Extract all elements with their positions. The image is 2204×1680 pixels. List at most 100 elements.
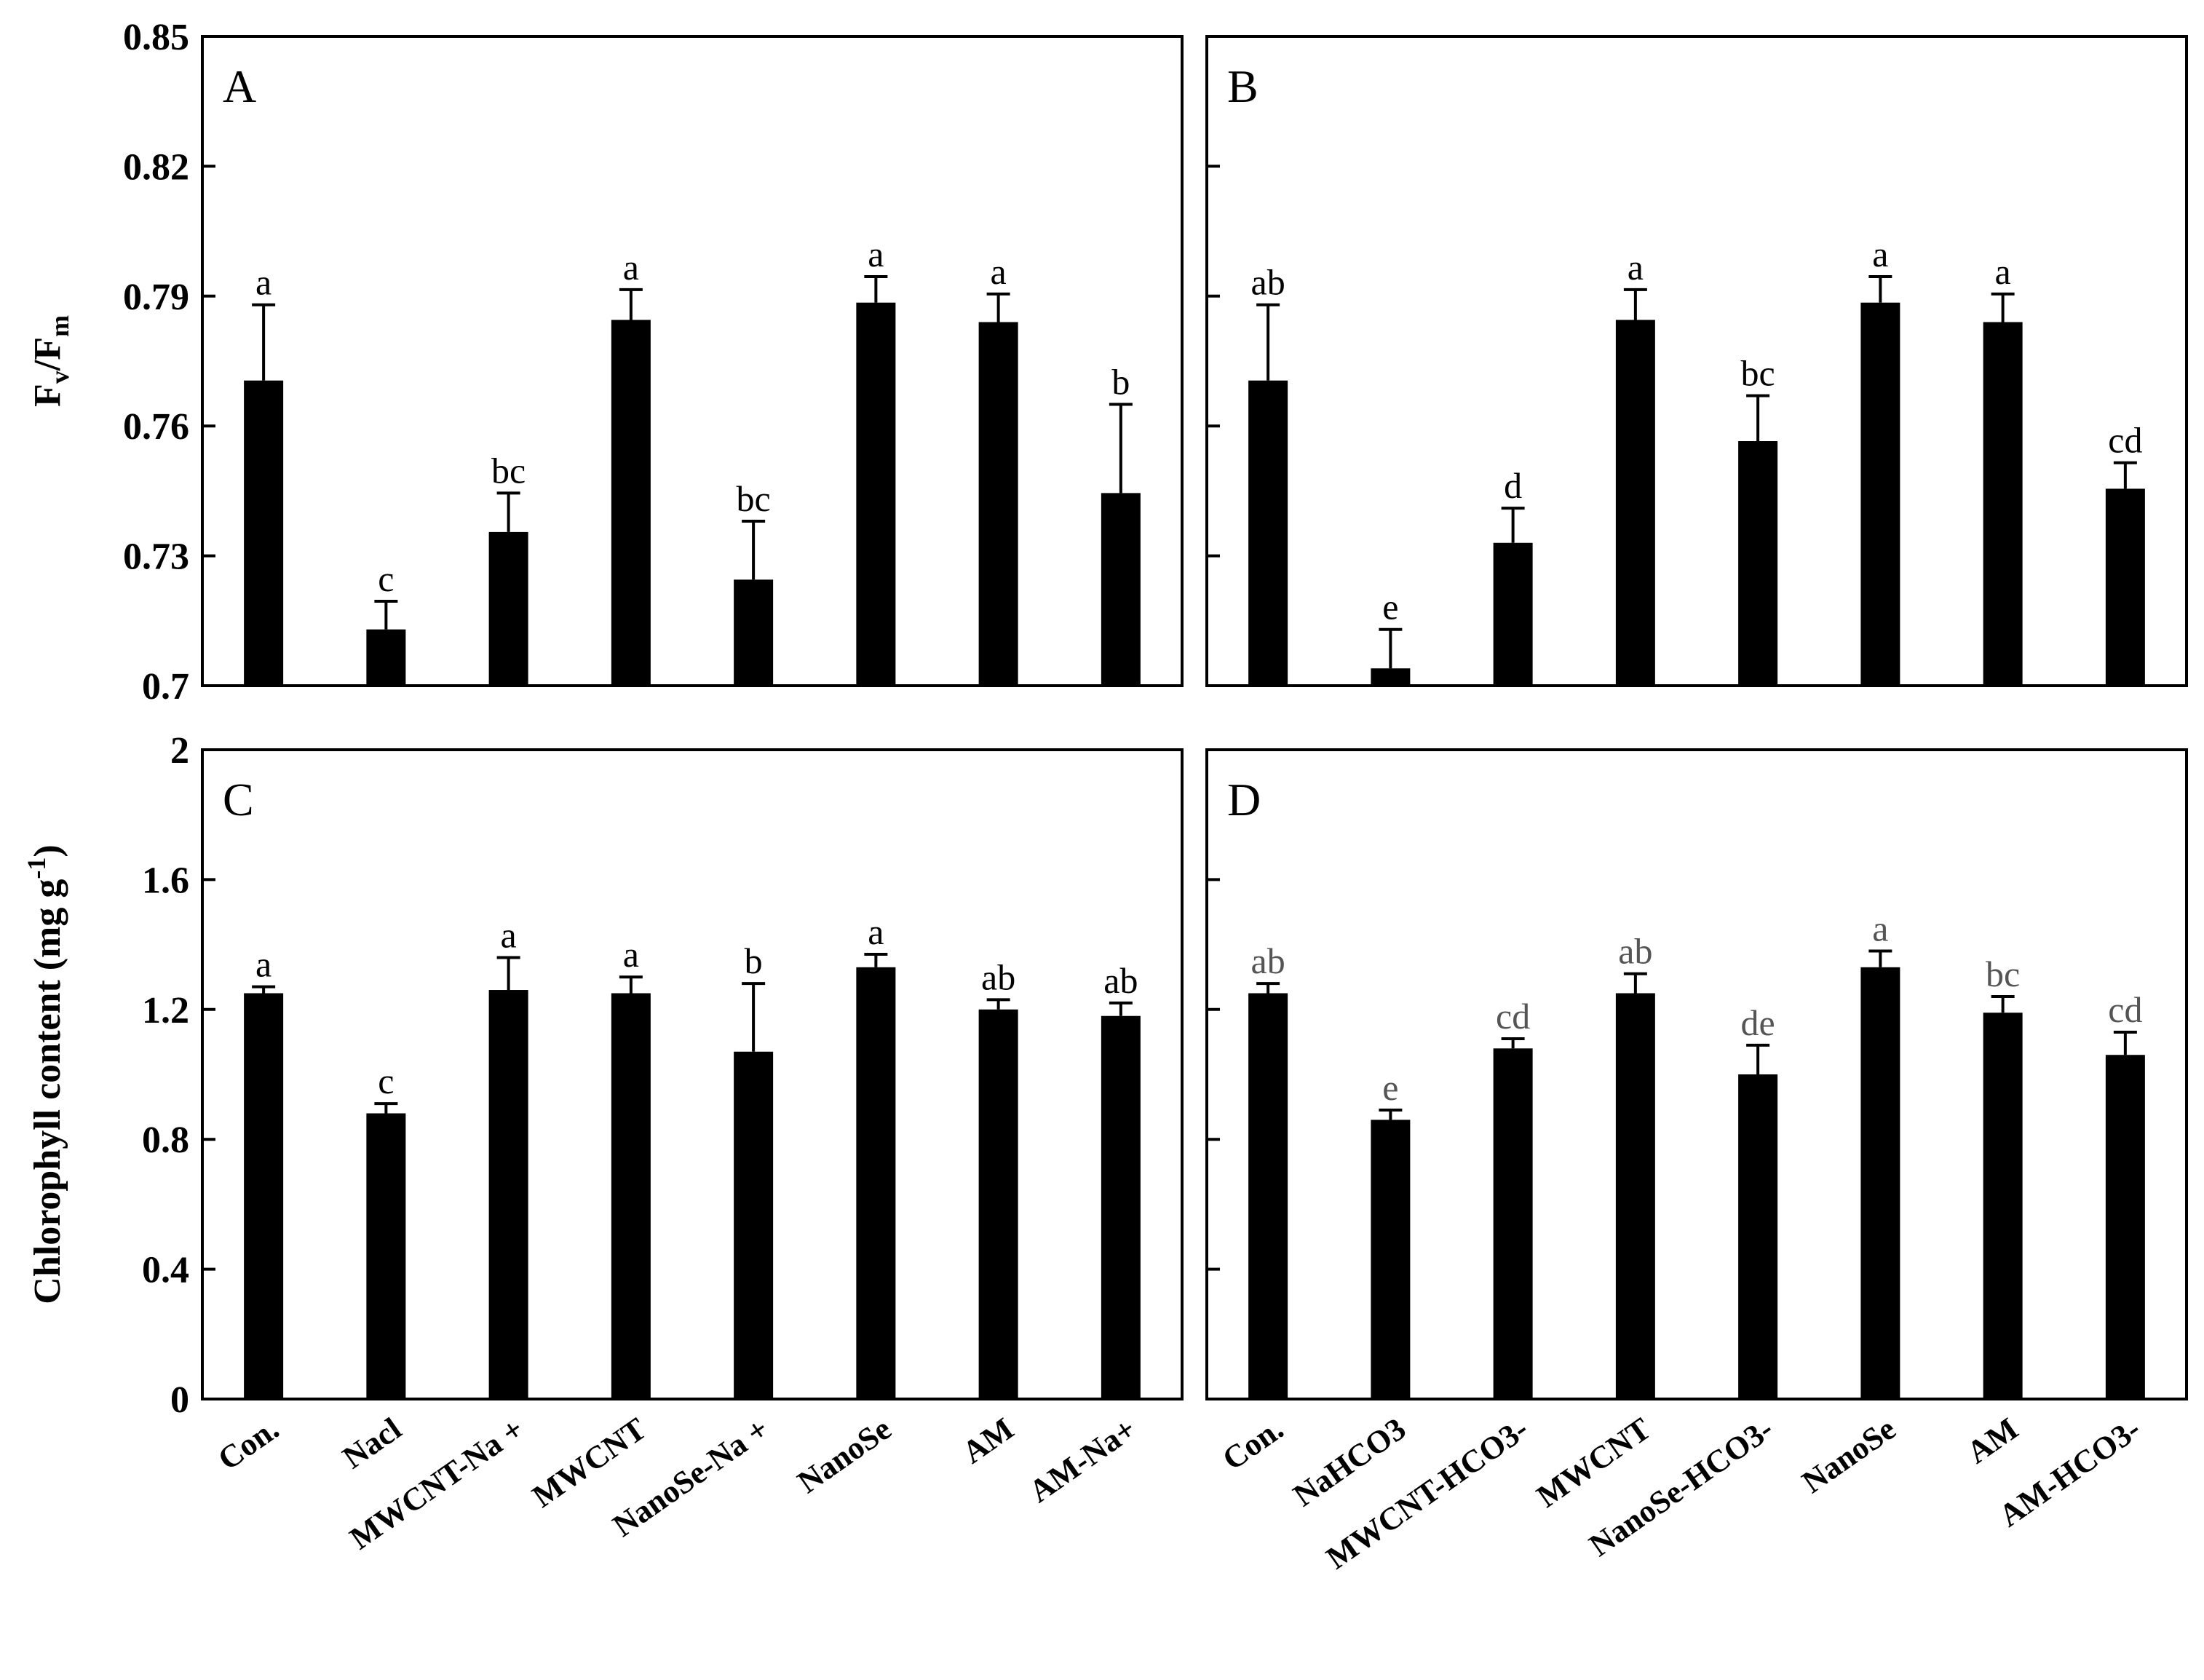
- bar: [366, 1113, 406, 1399]
- bar: [1493, 1048, 1533, 1399]
- x-category-label: AM: [956, 1411, 1020, 1470]
- significance-letter: a: [1872, 908, 1888, 949]
- significance-letter: de: [1741, 1002, 1775, 1043]
- significance-letter: cd: [2108, 989, 2142, 1030]
- y-tick-label: 0.8: [142, 1120, 189, 1161]
- y-tick-label: 1.6: [142, 860, 189, 901]
- bar: [611, 320, 651, 686]
- significance-letter: a: [1628, 247, 1644, 288]
- bar: [734, 1051, 774, 1399]
- significance-letter: e: [1382, 1067, 1398, 1108]
- significance-letter: a: [868, 911, 884, 952]
- panel-frame: [1205, 748, 2188, 1400]
- bar: [1983, 1013, 2023, 1399]
- bar: [366, 629, 406, 686]
- panel-a: 0.7 0.73 0.76 0.79 0.82 0.85 Aa c bc a bc a a b: [123, 17, 1184, 708]
- bar: [1738, 441, 1778, 686]
- y-tick-label: 0.79: [123, 277, 189, 318]
- y-axis-title-fvfm: Fv/Fm: [27, 315, 74, 407]
- panel-letter: D: [1227, 774, 1261, 825]
- x-category-label: NanoSe: [791, 1411, 897, 1500]
- significance-letter: a: [623, 934, 639, 975]
- panel-letter: A: [223, 60, 256, 112]
- bar: [1371, 1120, 1411, 1399]
- bar: [1860, 967, 1900, 1399]
- bar: [856, 302, 896, 686]
- bar: [488, 531, 528, 686]
- panel-letter: C: [223, 774, 254, 825]
- significance-letter: ab: [1251, 262, 1285, 303]
- x-category-label: Con.: [1216, 1411, 1290, 1477]
- y-tick-label: 0.7: [142, 666, 189, 708]
- bar: [2105, 1055, 2145, 1399]
- y-tick-label: 0.76: [123, 406, 189, 448]
- bar: [978, 322, 1018, 686]
- y-tick-label: 1.2: [142, 990, 189, 1031]
- significance-letter: ab: [1251, 940, 1285, 981]
- significance-letter: a: [501, 914, 517, 955]
- y-tick-label: 2: [170, 730, 189, 772]
- significance-letter: cd: [1496, 996, 1530, 1037]
- bar: [1615, 993, 1655, 1399]
- significance-letter: bc: [1986, 954, 2020, 994]
- significance-letter: a: [1995, 251, 2011, 292]
- significance-letter: d: [1504, 465, 1522, 506]
- bar: [244, 993, 284, 1399]
- significance-letter: ab: [1103, 960, 1138, 1001]
- panel-b: Bab e d a bc a a cd: [1205, 35, 2188, 687]
- significance-letter: a: [868, 234, 884, 274]
- bar: [734, 579, 774, 686]
- panel-frame: [201, 35, 1184, 687]
- bar: [1101, 493, 1141, 686]
- y-tick-label: 0.85: [123, 17, 189, 58]
- bar: [244, 380, 284, 686]
- significance-letter: bc: [491, 450, 526, 491]
- significance-letter: bc: [1741, 353, 1775, 394]
- bar: [1493, 542, 1533, 686]
- x-category-label: Nacl: [336, 1411, 408, 1475]
- bar: [488, 990, 528, 1399]
- bar: [2105, 488, 2145, 686]
- bar: [856, 967, 896, 1399]
- x-category-label: MWCNT-HCO3-: [1320, 1411, 1534, 1576]
- significance-letter: a: [623, 247, 639, 288]
- bar: [1101, 1015, 1141, 1399]
- panel-d: Dab e cd ab de a bc cd: [1205, 748, 2188, 1400]
- x-category-label: NanoSe: [1796, 1411, 1902, 1500]
- y-axis-title-part: /F: [27, 337, 68, 371]
- y-axis-title-part: ): [27, 844, 68, 857]
- x-category-label: Con.: [212, 1411, 285, 1477]
- significance-letter: cd: [2108, 420, 2142, 461]
- significance-letter: bc: [737, 478, 771, 519]
- y-tick-label: 0.82: [123, 146, 189, 188]
- x-category-label: AM: [1960, 1411, 2024, 1470]
- bar: [1371, 668, 1411, 686]
- y-axis-title-sub: m: [45, 315, 74, 337]
- bar: [1860, 302, 1900, 686]
- panel-frame: [201, 748, 1184, 1400]
- bar: [1615, 320, 1655, 686]
- significance-letter: a: [991, 251, 1007, 292]
- significance-letter: ab: [981, 956, 1015, 997]
- significance-letter: c: [378, 558, 394, 599]
- panel-frame: [1205, 35, 2188, 687]
- y-tick-label: 0: [170, 1379, 189, 1421]
- significance-letter: b: [1111, 361, 1130, 402]
- y-axis-title-chlorophyll: Chlorophyll content (mg g-1): [22, 844, 68, 1304]
- significance-letter: ab: [1618, 931, 1652, 972]
- bar: [978, 1009, 1018, 1399]
- bar: [611, 993, 651, 1399]
- y-tick-label: 0.4: [142, 1250, 189, 1291]
- significance-letter: c: [378, 1061, 394, 1101]
- significance-letter: b: [745, 940, 763, 981]
- significance-letter: a: [1872, 234, 1888, 274]
- y-axis-title-part: Chlorophyll content (mg g: [27, 879, 68, 1304]
- significance-letter: a: [255, 944, 271, 985]
- bar: [1738, 1074, 1778, 1399]
- significance-letter: a: [255, 262, 271, 303]
- y-tick-label: 0.73: [123, 536, 189, 578]
- significance-letter: e: [1382, 587, 1398, 627]
